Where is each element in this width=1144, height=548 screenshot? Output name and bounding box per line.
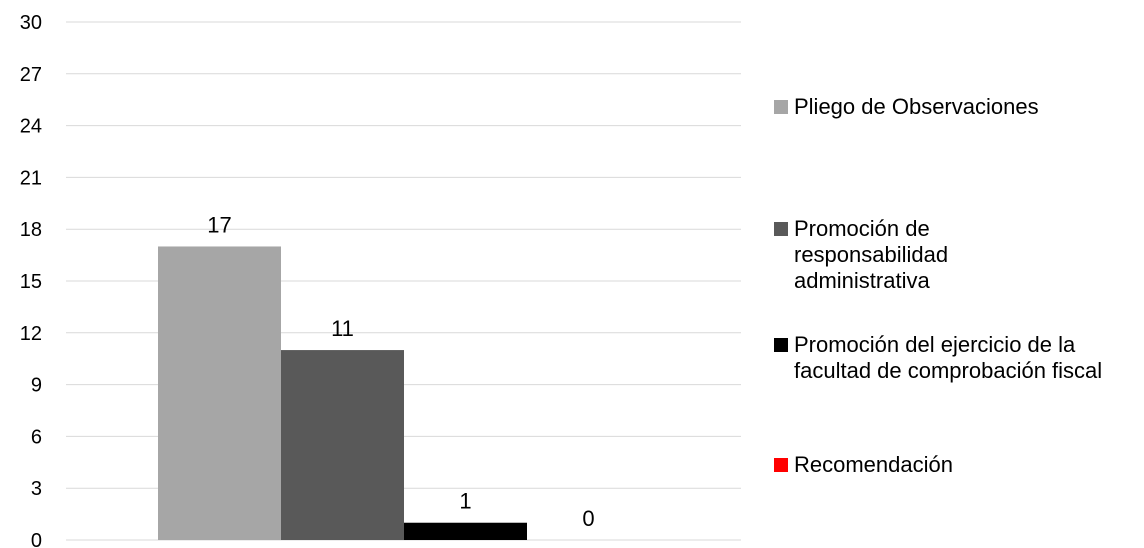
legend-item-responsabilidad: Promoción de responsabilidad administrat… xyxy=(774,216,1014,294)
data-label: 1 xyxy=(459,489,471,514)
legend-label-pliego: Pliego de Observaciones xyxy=(794,94,1039,119)
data-label: 0 xyxy=(582,506,594,531)
y-tick-label: 6 xyxy=(31,426,42,448)
legend-swatch-comprobacion xyxy=(774,338,788,352)
data-label: 17 xyxy=(207,212,231,237)
legend-item-pliego: Pliego de Observaciones xyxy=(774,94,1144,120)
legend-label-recomendacion: Recomendación xyxy=(794,452,953,477)
y-tick-label: 27 xyxy=(20,64,42,86)
legend: Pliego de Observaciones Promoción de res… xyxy=(774,0,1144,548)
y-tick-label: 12 xyxy=(20,323,42,345)
legend-swatch-pliego xyxy=(774,100,788,114)
y-tick-label: 21 xyxy=(20,167,42,189)
legend-item-recomendacion: Recomendación xyxy=(774,452,1144,478)
legend-swatch-recomendacion xyxy=(774,458,788,472)
legend-swatch-responsabilidad xyxy=(774,222,788,236)
y-tick-label: 18 xyxy=(20,219,42,241)
legend-label-responsabilidad: Promoción de responsabilidad administrat… xyxy=(794,216,949,293)
y-tick-label: 3 xyxy=(31,478,42,500)
legend-label-comprobacion: Promoción del ejercicio de la facultad d… xyxy=(794,332,1103,383)
bar xyxy=(281,350,404,540)
y-tick-label: 15 xyxy=(20,271,42,293)
bar xyxy=(158,246,281,540)
y-tick-label: 0 xyxy=(31,530,42,548)
y-tick-label: 9 xyxy=(31,375,42,397)
bars xyxy=(158,246,527,540)
legend-item-comprobacion: Promoción del ejercicio de la facultad d… xyxy=(774,332,1144,384)
y-tick-label: 24 xyxy=(20,116,42,138)
y-axis-tick-labels: 0 3 6 9 12 15 18 21 24 27 30 xyxy=(20,12,42,548)
bar xyxy=(404,522,527,540)
y-tick-label: 30 xyxy=(20,12,42,34)
data-label: 11 xyxy=(331,316,354,341)
